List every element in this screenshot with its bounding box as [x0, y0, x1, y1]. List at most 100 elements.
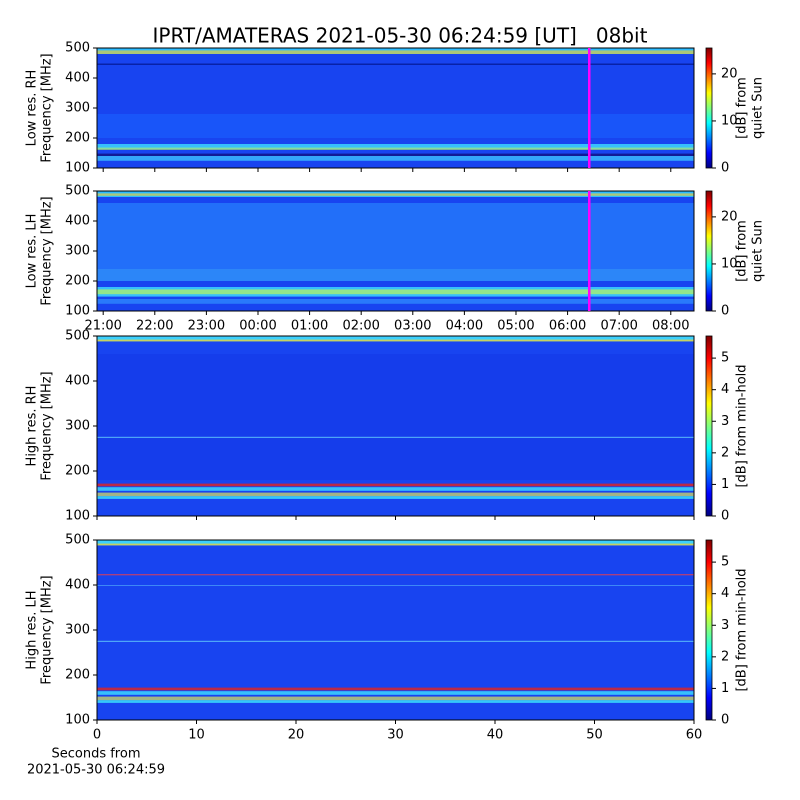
y-tick-label: 400	[65, 374, 90, 389]
colorbar-tick-label: 2	[721, 649, 729, 664]
colorbar-tick-label: 3	[721, 414, 729, 429]
y-axis-label: Low res. LH	[25, 214, 40, 289]
y-tick-label: 500	[65, 41, 90, 56]
heatmap-band	[97, 540, 694, 546]
colorbar-tick-label: 10	[721, 113, 738, 128]
colorbar-tick-label: 10	[721, 256, 738, 271]
heatmap-band	[97, 436, 694, 438]
x-tick-label: 02:00	[342, 319, 379, 334]
y-axis-label: Frequency [MHz]	[40, 575, 55, 684]
colorbar-tick-label: 3	[721, 618, 729, 633]
colorbar-label: [dB] from min-hold	[735, 364, 750, 487]
y-tick-label: 200	[65, 274, 90, 289]
y-tick-label: 400	[65, 578, 90, 593]
colorbar-label: [dB] from min-hold	[735, 568, 750, 691]
heatmap-band	[97, 147, 694, 150]
x-tick-label: 03:00	[394, 319, 431, 334]
x-tick-label: 21:00	[84, 319, 121, 334]
heatmap-band	[97, 269, 694, 281]
y-tick-label: 400	[65, 214, 90, 229]
x-tick-label: 50	[586, 728, 603, 743]
heatmap-band	[97, 114, 694, 138]
colorbar-tick-label: 1	[721, 681, 729, 696]
y-tick-label: 100	[65, 713, 90, 728]
y-tick-label: 500	[65, 533, 90, 548]
y-tick-label: 300	[65, 419, 90, 434]
colorbar-tick-label: 1	[721, 477, 729, 492]
heatmap-band	[97, 487, 694, 491]
heatmap-band	[97, 700, 694, 703]
y-tick-label: 300	[65, 623, 90, 638]
x-tick-label: 40	[487, 728, 504, 743]
y-tick-label: 100	[65, 304, 90, 319]
colorbar	[705, 539, 713, 721]
y-tick-label: 200	[65, 464, 90, 479]
y-axis-label: Frequency [MHz]	[40, 196, 55, 305]
heatmap-band	[97, 640, 694, 642]
y-tick-label: 500	[65, 184, 90, 199]
heatmap-band	[97, 153, 694, 156]
heatmap-band	[97, 339, 694, 342]
y-tick-label: 200	[65, 668, 90, 683]
x-tick-label: 04:00	[446, 319, 483, 334]
x-tick-label: 08:00	[652, 319, 689, 334]
heatmap-band	[97, 336, 694, 342]
x-tick-label: 07:00	[600, 319, 637, 334]
x-tick-label: 60	[686, 728, 703, 743]
colorbar-label: [dB] from	[735, 220, 750, 282]
x-tick-label: 23:00	[188, 319, 225, 334]
colorbar-label: [dB] from	[735, 77, 750, 139]
colorbar-label: quiet Sun	[751, 77, 766, 139]
colorbar-tick-label: 4	[721, 382, 729, 397]
heatmap-band	[97, 63, 694, 65]
colorbar-tick-label: 20	[721, 66, 738, 81]
y-axis-label: Frequency [MHz]	[40, 371, 55, 480]
x-axis-label: 2021-05-30 06:24:59	[27, 763, 165, 778]
colorbar	[705, 47, 713, 169]
heatmap-band	[97, 299, 694, 304]
heatmap-band	[97, 289, 694, 295]
heatmap-band	[97, 543, 694, 546]
y-axis-label: Low res. RH	[25, 70, 40, 147]
heatmap-band	[97, 50, 694, 54]
colorbar-tick-label: 0	[721, 304, 729, 319]
heatmap-band	[97, 492, 694, 497]
y-axis-label: High res. RH	[25, 386, 40, 467]
x-tick-label: 30	[387, 728, 404, 743]
x-axis-label: Seconds from	[51, 747, 140, 762]
y-axis-label: Frequency [MHz]	[40, 53, 55, 162]
x-tick-label: 0	[93, 728, 101, 743]
y-tick-label: 300	[65, 101, 90, 116]
heatmap-band	[97, 691, 694, 695]
x-tick-label: 06:00	[549, 319, 586, 334]
colorbar	[705, 190, 713, 312]
colorbar-tick-label: 0	[721, 713, 729, 728]
heatmap-band	[97, 574, 694, 576]
x-tick-label: 22:00	[136, 319, 173, 334]
y-tick-label: 300	[65, 244, 90, 259]
y-tick-label: 100	[65, 509, 90, 524]
y-tick-label: 100	[65, 161, 90, 176]
heatmap-band	[97, 203, 694, 269]
colorbar-tick-label: 4	[721, 586, 729, 601]
colorbar-tick-label: 2	[721, 445, 729, 460]
colorbar-tick-label: 0	[721, 161, 729, 176]
heatmap-band	[97, 696, 694, 701]
y-axis-label: High res. LH	[25, 590, 40, 669]
heatmap-band	[97, 496, 694, 499]
x-tick-label: 00:00	[239, 319, 276, 334]
heatmap-band	[97, 585, 694, 586]
heatmap-band	[97, 193, 694, 196]
colorbar-label: quiet Sun	[751, 220, 766, 282]
x-tick-label: 05:00	[497, 319, 534, 334]
heatmap-band	[97, 156, 694, 161]
colorbar-tick-label: 0	[721, 509, 729, 524]
colorbar	[705, 335, 713, 517]
x-tick-label: 01:00	[291, 319, 328, 334]
heatmap-band	[97, 687, 694, 691]
y-tick-label: 400	[65, 71, 90, 86]
x-tick-label: 20	[288, 728, 305, 743]
colorbar-tick-label: 5	[721, 555, 729, 570]
